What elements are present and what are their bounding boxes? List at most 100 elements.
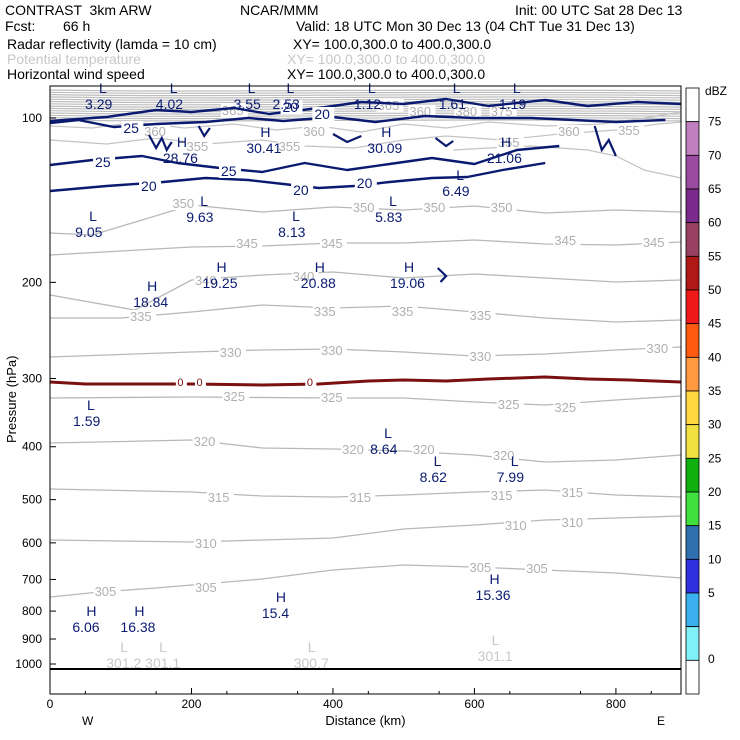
extremum-type: L — [384, 425, 392, 441]
colorbar-level: 10 — [708, 552, 722, 566]
y-tick-label: 100 — [22, 111, 42, 125]
extremum-value: 15.4 — [262, 605, 289, 621]
colorbar-level: 65 — [708, 182, 722, 196]
theta-label-bg — [351, 201, 379, 214]
theta-band-line — [49, 91, 682, 94]
extremum-type: L — [308, 639, 316, 655]
theta-label-bg — [468, 561, 496, 574]
theta-label-bg — [496, 136, 524, 149]
zero-label-bg — [305, 376, 317, 388]
theta-label-bg — [277, 140, 305, 153]
theta-label: 320 — [194, 434, 216, 449]
theta-band-line — [49, 112, 682, 115]
colorbar-swatch — [685, 659, 700, 695]
theta-label: 345 — [321, 236, 343, 251]
extremum-value: 300.7 — [294, 655, 329, 671]
wind-contour-25 — [49, 144, 560, 174]
colorbar-swatch — [685, 121, 700, 156]
theta-label: 315 — [491, 488, 513, 503]
theta-label-bg — [93, 585, 121, 598]
extremum-value: 19.06 — [390, 275, 425, 291]
zero-contour-line — [49, 375, 682, 387]
wind-contour-fragment — [197, 125, 211, 139]
colorbar-level: 5 — [708, 586, 715, 600]
theta-label: 340 — [293, 269, 315, 284]
extremum-type: L — [87, 397, 95, 413]
fcst-label: Fcst: — [5, 18, 36, 34]
theta-label-bg — [617, 124, 645, 137]
theta-label: 320 — [342, 442, 364, 457]
colorbar-level: 60 — [708, 216, 722, 230]
extremum-value: 30.09 — [367, 140, 402, 156]
colorbar-swatch — [685, 592, 700, 628]
theta-upper-contour — [453, 145, 682, 179]
extremum-type: H — [381, 124, 391, 140]
theta-label: 335 — [470, 308, 492, 323]
colorbar-swatch — [685, 222, 700, 257]
x-tick-label: 600 — [464, 697, 484, 711]
zero-label: 0 — [177, 377, 183, 389]
theta-label-bg — [556, 125, 584, 138]
extremum-type: L — [292, 208, 300, 224]
theta-label-bg — [408, 105, 436, 118]
theta-label-bg — [194, 581, 222, 594]
extremum-type: L — [368, 80, 376, 96]
theta-label: 355 — [618, 123, 640, 138]
wind-label-bg — [139, 179, 162, 193]
theta-label: 325 — [223, 389, 245, 404]
extremum-value: 1.59 — [73, 413, 100, 429]
colorbar-swatch — [685, 491, 700, 527]
theta-label-bg — [553, 234, 581, 247]
extremum-type: L — [513, 80, 521, 96]
theta-label: 325 — [554, 400, 576, 415]
colorbar-level: 40 — [708, 350, 722, 364]
extremum-value: 19.25 — [202, 275, 237, 291]
y-axis-title: Pressure (hPa) — [4, 355, 19, 443]
wind-contour-fragment — [593, 125, 617, 157]
theta-label-bg — [222, 390, 250, 403]
west-label: W — [82, 714, 94, 728]
extremum-type: L — [511, 453, 519, 469]
extremum-value: 9.05 — [75, 224, 102, 240]
wind-contour-20 — [49, 161, 546, 193]
extremum-value: 301.2 — [106, 655, 141, 671]
theta-label: 350 — [424, 200, 446, 215]
extremum-value: 3.55 — [234, 96, 261, 112]
field-xy-wind: XY= 100.0,300.0 to 400.0,300.0 — [287, 66, 486, 82]
theta-label: 360 — [144, 124, 166, 139]
extremum-type: L — [492, 632, 500, 648]
extremum-type: L — [248, 80, 256, 96]
theta-label: 355 — [279, 139, 301, 154]
theta-label: 325 — [321, 390, 343, 405]
theta-label: 305 — [95, 584, 117, 599]
wind-label: 25 — [221, 163, 237, 179]
extremum-value: 15.36 — [476, 587, 511, 603]
colorbar-level: 70 — [708, 148, 722, 162]
extremum-value: 1.19 — [499, 96, 526, 112]
field-name-wind: Horizontal wind speed — [7, 66, 145, 82]
y-tick-label: 800 — [22, 604, 42, 618]
theta-label: 330 — [321, 343, 343, 358]
colorbar-level: 75 — [708, 115, 722, 129]
extremum-value: 301.1 — [145, 655, 180, 671]
colorbar-level: 55 — [708, 249, 722, 263]
wind-label: 20 — [141, 178, 157, 194]
extremum-type: H — [177, 134, 187, 150]
y-tick-label: 200 — [22, 275, 42, 289]
theta-label: 345 — [236, 236, 258, 251]
theta-contour-330 — [49, 346, 682, 358]
colorbar-swatch — [685, 525, 700, 560]
theta-label-bg — [411, 443, 439, 456]
y-tick-label: 1000 — [15, 657, 42, 671]
theta-label-bg — [348, 491, 376, 504]
extremum-value: 21.06 — [487, 150, 522, 166]
colorbar-level: 20 — [708, 485, 722, 499]
theta-contour-305 — [49, 564, 682, 598]
theta-label: 320 — [493, 448, 515, 463]
x-tick-label: 400 — [323, 697, 343, 711]
colorbar-level: 45 — [708, 317, 722, 331]
theta-label-bg — [319, 344, 347, 357]
zero-contour: 0 0 0 — [49, 375, 682, 389]
extrema-labels: L3.29L4.02L3.55L2.53L1.12L1.61L1.19H28.7… — [72, 80, 526, 671]
